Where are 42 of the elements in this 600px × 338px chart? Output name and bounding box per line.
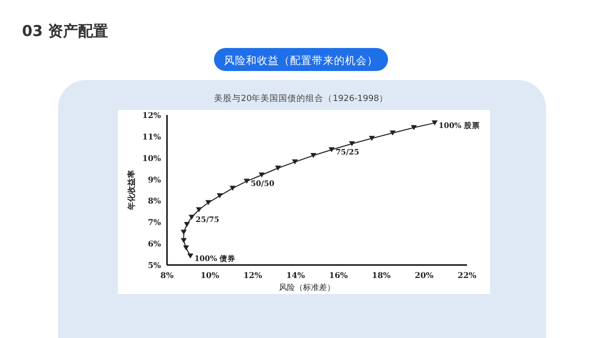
y-tick-label: 7% [148, 217, 162, 228]
y-tick-label: 8% [148, 196, 162, 206]
x-tick-label: 16% [329, 270, 348, 280]
point [180, 238, 187, 244]
point [310, 153, 316, 158]
x-tick-label: 20% [414, 270, 434, 280]
point [390, 130, 396, 136]
y-tick-label: 12% [142, 110, 162, 120]
point [188, 214, 195, 220]
point [348, 141, 355, 146]
x-tick-label: 8% [160, 270, 174, 280]
point [292, 159, 298, 164]
point [410, 125, 417, 130]
point [230, 186, 236, 191]
point [275, 166, 281, 171]
x-tick-label: 10% [200, 270, 220, 280]
x-tick-label: 12% [243, 270, 262, 280]
y-tick-label: 11% [142, 131, 162, 142]
x-tick-label: 18% [372, 270, 392, 280]
point [258, 172, 265, 178]
point [183, 245, 190, 250]
point [196, 207, 202, 212]
point [368, 136, 375, 141]
point [205, 200, 212, 206]
x-tick-label: 14% [286, 270, 306, 280]
y-tick-label: 10% [142, 152, 162, 163]
point [328, 147, 335, 152]
chart-title: 03 资产配置 [22, 22, 108, 40]
y-tick-label: 9% [148, 174, 162, 184]
point [180, 230, 187, 235]
chart-subtitle: 风险和收益（配置带来的机会） [224, 54, 378, 67]
point [432, 120, 438, 126]
x-tick-label: 22% [458, 270, 477, 280]
point [184, 222, 190, 227]
point [244, 178, 250, 184]
x-axis-title: 风险（标准差） [279, 283, 335, 292]
point [187, 254, 194, 258]
y-axis-title: 年化收益率 [126, 170, 136, 211]
point [216, 193, 223, 198]
y-tick-label: 5% [148, 260, 162, 270]
y-tick-label: 6% [148, 238, 162, 249]
text: 美股与20年美国国债的组合（1926-1998） [214, 93, 388, 104]
